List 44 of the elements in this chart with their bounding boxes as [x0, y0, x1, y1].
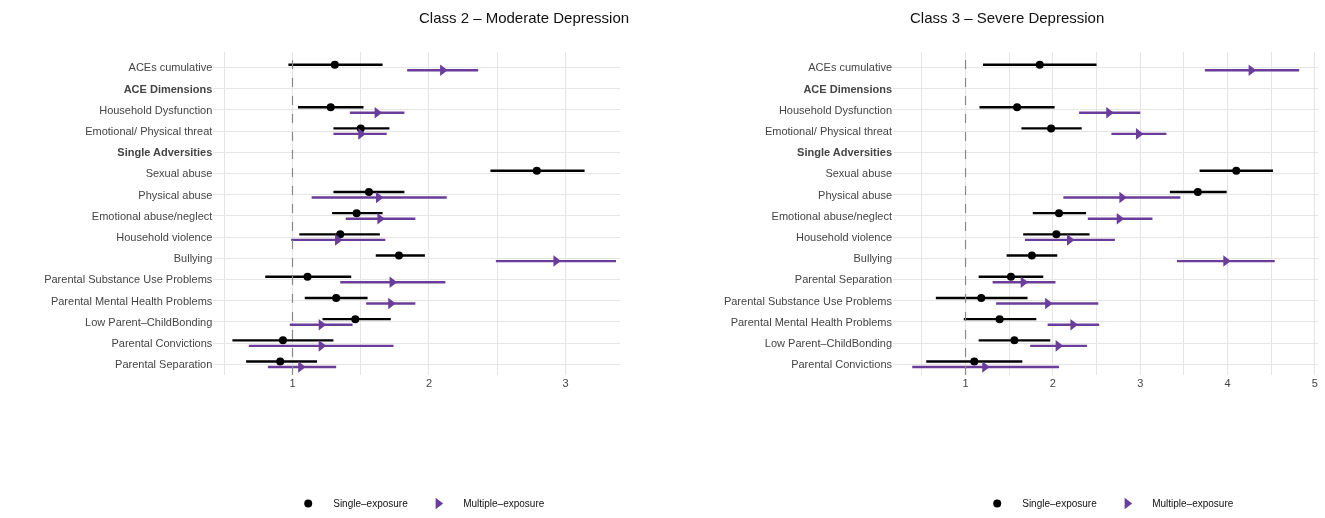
y-tick-label: ACE Dimensions: [803, 82, 893, 95]
y-tick-label: Household violence: [796, 230, 893, 243]
y-tick-label: Single Adversities: [117, 146, 213, 159]
y-tick-label: Parental Convictions: [111, 336, 213, 349]
y-tick-label: Low Parent–ChildBonding: [764, 336, 893, 349]
y-tick-label: Low Parent–ChildBonding: [85, 315, 213, 328]
y-tick-label: Parental Substance Use Problems: [44, 273, 213, 286]
y-tick-label: Household Dysfunction: [778, 103, 893, 116]
y-tick-label: Parental Convictions: [791, 358, 893, 371]
y-tick-label: Sexual abuse: [825, 167, 893, 180]
y-tick-label: Household violence: [116, 230, 213, 243]
x-tick-label: 2: [425, 376, 433, 389]
y-tick-label: Household Dysfunction: [99, 103, 213, 116]
y-tick-label: Sexual abuse: [145, 167, 213, 180]
y-tick-label: Parental Separation: [794, 273, 893, 286]
y-tick-label: Physical abuse: [818, 188, 893, 201]
legend-label: Single–exposure: [1022, 498, 1098, 510]
x-tick-label: 1: [289, 376, 296, 389]
y-tick-label: ACEs cumulative: [808, 61, 893, 74]
y-tick-label: Parental Mental Health Problems: [50, 294, 213, 307]
y-tick-label: ACE Dimensions: [123, 82, 213, 95]
chart-title: Class 2 – Moderate Depression: [419, 9, 630, 26]
x-tick-label: 5: [1311, 376, 1318, 389]
y-tick-label: Parental Substance Use Problems: [723, 294, 893, 307]
y-tick-label: Bullying: [853, 252, 893, 265]
chart-title: Class 3 – Severe Depression: [910, 9, 1105, 26]
y-tick-label: Bullying: [173, 252, 213, 265]
x-tick-label: 3: [562, 376, 569, 389]
y-tick-label: Emotional/ Physical threat: [85, 124, 213, 137]
y-tick-label: Emotional/ Physical threat: [764, 124, 893, 137]
y-tick-label: Emotional abuse/neglect: [91, 209, 213, 222]
y-tick-label: Emotional abuse/neglect: [771, 209, 893, 222]
x-tick-label: 4: [1224, 376, 1231, 389]
legend-label: Single–exposure: [333, 498, 409, 510]
y-tick-label: Physical abuse: [138, 188, 213, 201]
y-tick-label: ACEs cumulative: [128, 61, 213, 74]
legend-label: Multiple–exposure: [463, 498, 545, 510]
y-tick-label: Parental Separation: [115, 358, 213, 371]
x-tick-label: 3: [1137, 376, 1144, 389]
legend-label: Multiple–exposure: [1152, 498, 1234, 510]
y-tick-label: Single Adversities: [797, 146, 893, 159]
y-tick-label: Parental Mental Health Problems: [730, 315, 893, 328]
x-tick-label: 1: [962, 376, 969, 389]
x-tick-label: 2: [1049, 376, 1056, 389]
